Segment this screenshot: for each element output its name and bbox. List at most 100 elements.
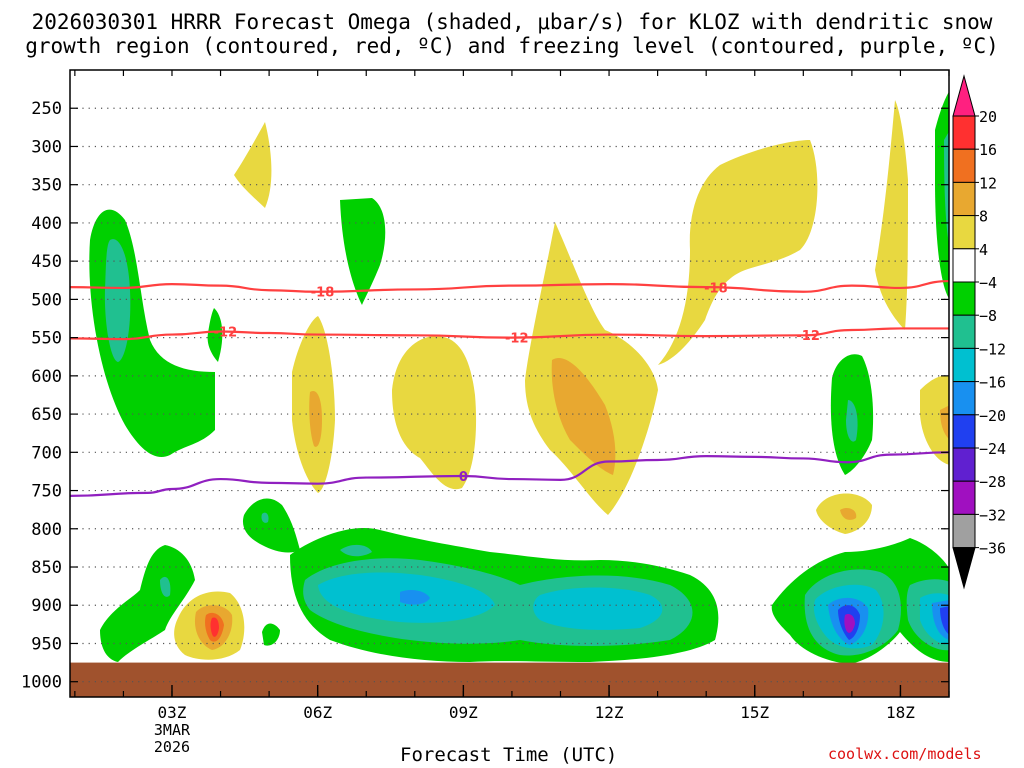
omega-region-teal-upper-left [104, 239, 131, 362]
y-tick-label-700: 700 [31, 443, 62, 463]
colorbar-arrow-top [952, 74, 976, 117]
y-tick-label-850: 850 [31, 558, 62, 578]
omega-region-teal-lower-left [160, 576, 171, 597]
omega-region-yellow-11z [525, 222, 658, 515]
y-tick-label-400: 400 [31, 214, 62, 234]
contour-label-dgz-top-1: -18 [704, 282, 728, 297]
colorbar-segment-12 [952, 480, 976, 515]
contour-dgz-bottom [70, 327, 949, 341]
y-tick-label-350: 350 [31, 176, 62, 196]
y-tick-label-450: 450 [31, 252, 62, 272]
colorbar-label-12: −32 [979, 506, 1006, 524]
omega-region-teal-cap-08z [340, 544, 372, 557]
colorbar-label-6: −8 [979, 307, 997, 325]
omega-region-gold-650 [840, 507, 857, 520]
contour-label-freezing-level-0: 0 [459, 470, 468, 485]
omega-region-yellow-15z [658, 140, 818, 365]
y-tick-label-250: 250 [31, 99, 62, 119]
plot-frame [69, 69, 950, 698]
y-tick-label-750: 750 [31, 482, 62, 502]
omega-region-green-lower-left [100, 545, 195, 662]
omega-region-green-05z-900 [262, 623, 280, 646]
chart-title-line2: growth region (contoured, red, ºC) and f… [25, 34, 999, 58]
colorbar-label-11: −28 [979, 473, 1006, 491]
x-tick-label-18Z: 18Z [886, 703, 915, 722]
x-tick-sublabel-year: 2026 [154, 738, 190, 756]
contour-freezing-level [70, 451, 949, 498]
y-tick-label-550: 550 [31, 329, 62, 349]
x-tick-label-09Z: 09Z [449, 703, 478, 722]
omega-region-teal-17z-mid [846, 400, 858, 442]
omega-region-purple-lower-right [844, 614, 855, 633]
colorbar-segment-4 [952, 215, 976, 250]
colorbar-segment-1 [952, 115, 976, 150]
x-tick-label-12Z: 12Z [595, 703, 624, 722]
colorbar-segment-10 [952, 414, 976, 449]
colorbar-label-1: 16 [979, 141, 997, 159]
pressure-gridlines [70, 107, 949, 683]
colorbar-label-13: −36 [979, 540, 1006, 558]
ground-layer [70, 662, 949, 697]
colorbar-segment-6 [952, 281, 976, 316]
colorbar-label-9: −20 [979, 407, 1006, 425]
omega-region-lightblue-lower-right [828, 597, 949, 645]
colorbar-label-7: −12 [979, 340, 1006, 358]
omega-region-teal-05z-650 [261, 512, 269, 523]
x-tick-label-03Z: 03Z [158, 703, 187, 722]
omega-region-yellow-right-mid [920, 375, 949, 465]
omega-region-yellow-18z-spike [875, 100, 908, 330]
y-tick-label-500: 500 [31, 290, 62, 310]
contour-label-dgz-top-0: -18 [311, 286, 335, 301]
y-tick-label-600: 600 [31, 367, 62, 387]
chart-title-line1: 2026030301 HRRR Forecast Omega (shaded, … [31, 10, 993, 34]
colorbar-arrow-bottom [952, 547, 976, 590]
omega-shading [70, 91, 949, 697]
contour-lines: -18 -18 -12 -12 -12 0 [70, 279, 949, 498]
colorbar-segment-9 [952, 381, 976, 416]
colorbar-segment-8 [952, 347, 976, 383]
omega-region-teal-right-top [944, 131, 949, 245]
colorbar-label-8: −16 [979, 374, 1006, 392]
x-axis-title: Forecast Time (UTC) [400, 744, 618, 766]
colorbar-segment-11 [952, 447, 976, 482]
y-tick-label-900: 900 [31, 596, 62, 616]
omega-region-green-small-400 [207, 308, 223, 362]
omega-region-blue-lower-right [838, 605, 949, 640]
y-tick-label-650: 650 [31, 405, 62, 425]
colorbar-label-3: 8 [979, 208, 988, 226]
colorbar-segment-13 [952, 513, 976, 549]
colorbar: 20 16 12 8 4 −4 −8 −12 −16 −20 −24 −28 −32 −36 [952, 74, 1006, 590]
omega-region-cyan-lower-band-right [533, 587, 663, 630]
y-tick-label-300: 300 [31, 137, 62, 157]
omega-region-green-upper-mid [340, 198, 386, 305]
y-tick-label-950: 950 [31, 634, 62, 654]
colorbar-segment-2 [952, 148, 976, 183]
colorbar-label-4: 4 [979, 241, 988, 259]
colorbar-label-10: −24 [979, 440, 1006, 458]
contour-label-dgz-bottom-1: -12 [505, 331, 529, 346]
y-tick-label-800: 800 [31, 520, 62, 540]
colorbar-label-2: 12 [979, 174, 997, 192]
contour-dgz-top [70, 279, 949, 293]
omega-region-yellow-09z [392, 335, 477, 490]
y-axis: 250 300 350 400 450 500 550 600 650 700 750 800 850 9… [21, 99, 949, 693]
omega-region-green-05z-650 [242, 498, 300, 553]
colorbar-label-5: −4 [979, 274, 997, 292]
x-tick-sublabel-date: 3MAR [154, 721, 191, 739]
omega-region-gold-06z [309, 390, 322, 447]
credit-text: coolwx.com/models [828, 745, 982, 763]
omega-region-red-04z-900 [210, 617, 219, 637]
x-tick-label-06Z: 06Z [303, 703, 332, 722]
omega-region-yellow-top-05z [234, 122, 272, 208]
x-tick-label-15Z: 15Z [740, 703, 769, 722]
contour-label-dgz-bottom-0: -12 [214, 326, 238, 341]
colorbar-segment-7 [952, 314, 976, 349]
y-tick-label-1000: 1000 [21, 673, 62, 693]
omega-region-gold-11z [551, 358, 616, 475]
colorbar-segment-3 [952, 181, 976, 217]
colorbar-label-0: 20 [979, 108, 997, 126]
colorbar-segment-5 [952, 248, 976, 283]
contour-label-dgz-bottom-2: -12 [796, 329, 820, 344]
